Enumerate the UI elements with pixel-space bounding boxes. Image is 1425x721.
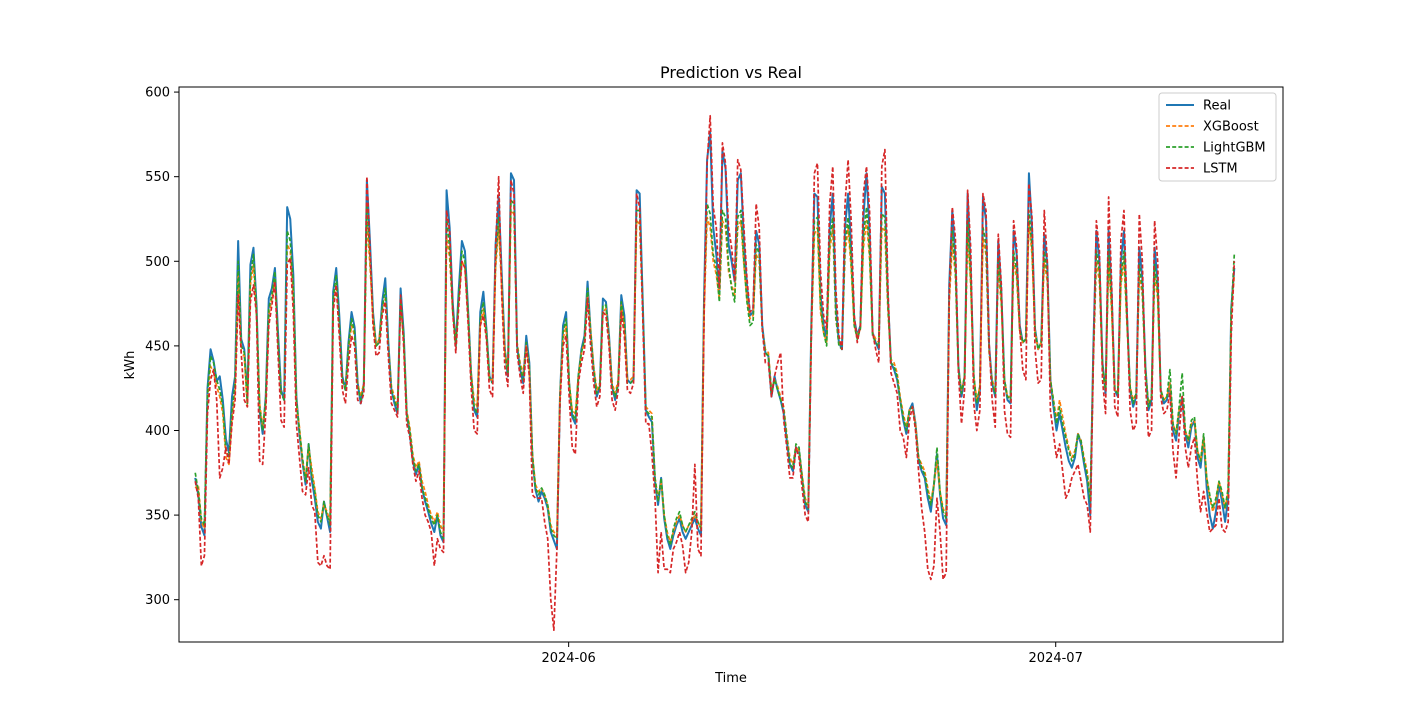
y-tick-label: 600	[145, 86, 170, 101]
x-tick-label: 2024-06	[541, 651, 595, 666]
x-tick-label: 2024-07	[1029, 651, 1083, 666]
y-tick-label: 300	[145, 593, 170, 608]
y-axis: 300 350 400 450 500 550 600	[145, 86, 179, 608]
series-line-lstm	[194, 114, 1236, 632]
legend-label-real: Real	[1203, 99, 1231, 114]
series-layer	[194, 114, 1236, 632]
y-tick-label: 350	[145, 509, 170, 524]
legend-box	[1158, 92, 1277, 182]
x-axis-label: Time	[714, 671, 747, 686]
chart-title: Prediction vs Real	[660, 63, 802, 82]
legend: Real XGBoost LightGBM LSTM	[1158, 92, 1277, 182]
legend-label-xgboost: XGBoost	[1203, 120, 1259, 135]
y-tick-label: 500	[145, 255, 170, 270]
x-axis: 2024-06 2024-07	[541, 642, 1083, 666]
series-line-xgboost	[194, 209, 1236, 544]
plot-frame	[178, 86, 1284, 643]
y-tick-label: 550	[145, 170, 170, 185]
legend-label-lstm: LSTM	[1203, 162, 1238, 177]
y-tick-label: 400	[145, 424, 170, 439]
legend-label-lightgbm: LightGBM	[1203, 141, 1266, 156]
y-tick-label: 450	[145, 339, 170, 354]
y-axis-label: kWh	[123, 351, 138, 380]
